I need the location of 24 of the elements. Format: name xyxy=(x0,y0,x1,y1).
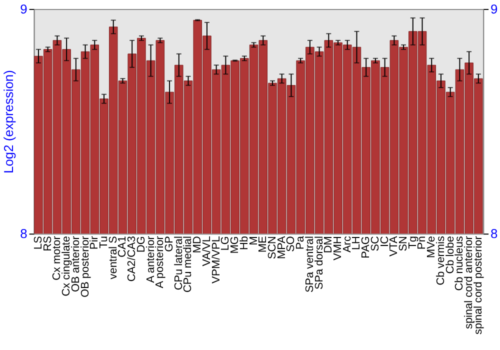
x-tick-label: SO xyxy=(285,236,298,252)
x-tick-label: Arc xyxy=(341,236,354,252)
x-tick-label: M xyxy=(248,236,260,246)
x-tick-label: LS xyxy=(32,236,44,250)
y2-tick-label: 9 xyxy=(490,1,498,16)
x-tick-label: Cb lobe xyxy=(444,236,456,274)
x-tick-label: SCN xyxy=(266,236,278,260)
x-tick-label: Cb nucleus xyxy=(454,236,466,291)
x-tick-label: RS xyxy=(42,236,54,252)
x-tick-label: CPu medial xyxy=(182,236,194,293)
x-tick-label: A posterior xyxy=(154,236,166,288)
y2-tick-label: 8 xyxy=(490,226,498,242)
y-axis-title: Log2 (expression) xyxy=(1,70,16,174)
x-tick-label: Pn xyxy=(416,236,428,250)
x-tick-label: A anterior xyxy=(144,236,157,283)
x-tick-label: VA/VL xyxy=(200,236,213,266)
x-tick-label: SC xyxy=(369,236,382,252)
x-tick-label: GP xyxy=(164,236,176,252)
x-tick-label: DG xyxy=(135,236,148,252)
x-tick-label: SPa dorsal xyxy=(313,236,326,290)
x-tick-label: OB anterior xyxy=(70,236,82,292)
x-tick-label: OB posterior xyxy=(79,236,92,298)
x-tick-label: IC xyxy=(378,236,391,248)
x-tick-label: Hb xyxy=(238,236,250,250)
